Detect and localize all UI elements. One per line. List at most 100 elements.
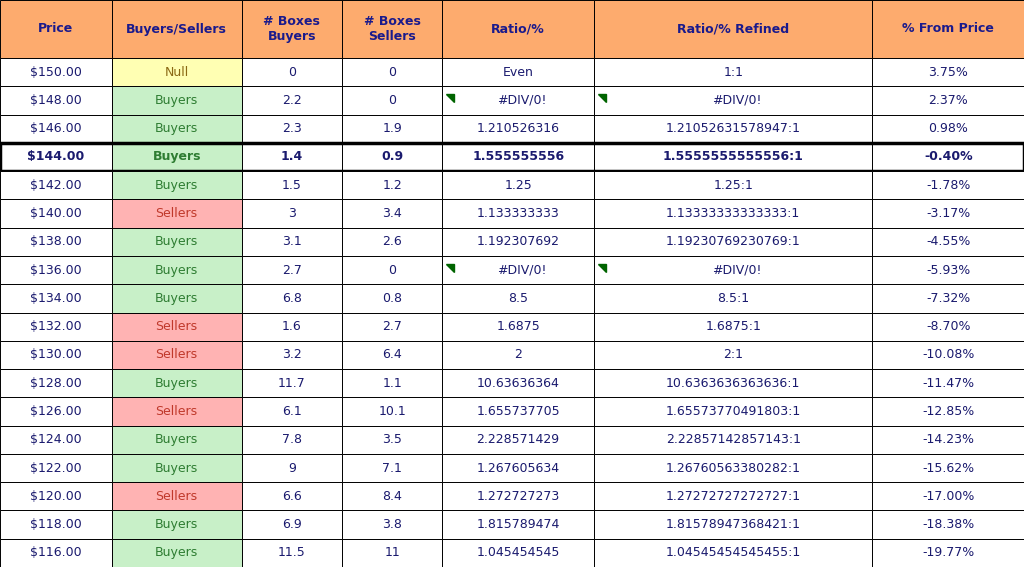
Text: 3.4: 3.4 xyxy=(382,207,402,220)
Text: -5.93%: -5.93% xyxy=(926,264,971,277)
Text: 2.22857142857143:1: 2.22857142857143:1 xyxy=(666,433,801,446)
Bar xyxy=(594,312,872,341)
Polygon shape xyxy=(446,95,455,103)
Text: Buyers: Buyers xyxy=(155,292,199,305)
Text: -0.40%: -0.40% xyxy=(924,150,973,163)
Bar xyxy=(594,341,872,369)
Bar xyxy=(242,341,342,369)
Bar xyxy=(442,143,594,171)
Text: 0: 0 xyxy=(288,66,296,79)
Bar xyxy=(872,0,1024,58)
Bar xyxy=(0,143,112,171)
Text: Buyers: Buyers xyxy=(155,462,199,475)
Bar xyxy=(112,426,242,454)
Bar xyxy=(442,397,594,426)
Bar xyxy=(594,58,872,86)
Text: Buyers: Buyers xyxy=(155,94,199,107)
Text: 6.6: 6.6 xyxy=(282,490,302,503)
Text: 2.2: 2.2 xyxy=(282,94,302,107)
Bar xyxy=(342,200,442,228)
Text: 1.04545454545455:1: 1.04545454545455:1 xyxy=(666,547,801,560)
Text: 1.4: 1.4 xyxy=(281,150,303,163)
Bar xyxy=(342,426,442,454)
Bar xyxy=(0,58,112,86)
Text: 3: 3 xyxy=(288,207,296,220)
Text: 1.9: 1.9 xyxy=(382,122,402,135)
Text: Even: Even xyxy=(503,66,534,79)
Bar xyxy=(872,510,1024,539)
Text: $144.00: $144.00 xyxy=(28,150,84,163)
Bar xyxy=(112,86,242,115)
Text: -7.32%: -7.32% xyxy=(926,292,971,305)
Text: 2.37%: 2.37% xyxy=(929,94,968,107)
Bar xyxy=(342,115,442,143)
Text: 11: 11 xyxy=(384,547,400,560)
Text: #DIV/0!: #DIV/0! xyxy=(713,264,762,277)
Bar xyxy=(342,143,442,171)
Bar xyxy=(442,510,594,539)
Bar xyxy=(242,0,342,58)
Bar xyxy=(594,200,872,228)
Bar xyxy=(0,284,112,312)
Text: $142.00: $142.00 xyxy=(30,179,82,192)
Polygon shape xyxy=(598,95,606,103)
Text: 1.6: 1.6 xyxy=(282,320,302,333)
Text: 3.2: 3.2 xyxy=(282,348,302,361)
Text: -11.47%: -11.47% xyxy=(923,376,974,390)
Text: 1.6875:1: 1.6875:1 xyxy=(706,320,761,333)
Bar xyxy=(342,171,442,200)
Bar xyxy=(442,539,594,567)
Bar xyxy=(872,397,1024,426)
Text: -18.38%: -18.38% xyxy=(922,518,975,531)
Bar xyxy=(872,341,1024,369)
Text: 1:1: 1:1 xyxy=(723,66,743,79)
Text: 7.1: 7.1 xyxy=(382,462,402,475)
Text: 1.555555556: 1.555555556 xyxy=(472,150,564,163)
Bar xyxy=(112,397,242,426)
Text: 2.7: 2.7 xyxy=(282,264,302,277)
Bar xyxy=(872,115,1024,143)
Text: $134.00: $134.00 xyxy=(30,292,82,305)
Text: 1.267605634: 1.267605634 xyxy=(476,462,560,475)
Text: 8.5:1: 8.5:1 xyxy=(717,292,750,305)
Bar xyxy=(442,200,594,228)
Bar xyxy=(594,284,872,312)
Bar xyxy=(594,510,872,539)
Text: 2: 2 xyxy=(514,348,522,361)
Text: -4.55%: -4.55% xyxy=(926,235,971,248)
Text: 1.25: 1.25 xyxy=(504,179,532,192)
Bar xyxy=(112,539,242,567)
Bar xyxy=(242,426,342,454)
Text: 1.65573770491803:1: 1.65573770491803:1 xyxy=(666,405,801,418)
Text: 6.9: 6.9 xyxy=(282,518,302,531)
Text: 1.272727273: 1.272727273 xyxy=(476,490,560,503)
Bar xyxy=(242,284,342,312)
Bar xyxy=(342,256,442,284)
Text: -1.78%: -1.78% xyxy=(926,179,971,192)
Text: Buyers: Buyers xyxy=(153,150,201,163)
Text: $148.00: $148.00 xyxy=(30,94,82,107)
Bar xyxy=(442,341,594,369)
Bar xyxy=(594,397,872,426)
Bar xyxy=(872,482,1024,510)
Text: Buyers: Buyers xyxy=(155,376,199,390)
Bar xyxy=(442,58,594,86)
Bar xyxy=(342,510,442,539)
Text: Sellers: Sellers xyxy=(156,490,198,503)
Text: 6.4: 6.4 xyxy=(382,348,402,361)
Bar xyxy=(112,312,242,341)
Text: -10.08%: -10.08% xyxy=(922,348,975,361)
Bar xyxy=(342,369,442,397)
Bar xyxy=(112,454,242,482)
Bar xyxy=(872,312,1024,341)
Bar xyxy=(594,86,872,115)
Text: 2.6: 2.6 xyxy=(382,235,402,248)
Text: $128.00: $128.00 xyxy=(30,376,82,390)
Text: % From Price: % From Price xyxy=(902,23,994,36)
Bar xyxy=(112,510,242,539)
Bar xyxy=(594,482,872,510)
Text: Sellers: Sellers xyxy=(156,348,198,361)
Text: -15.62%: -15.62% xyxy=(923,462,974,475)
Text: 10.63636364: 10.63636364 xyxy=(477,376,559,390)
Text: 6.8: 6.8 xyxy=(282,292,302,305)
